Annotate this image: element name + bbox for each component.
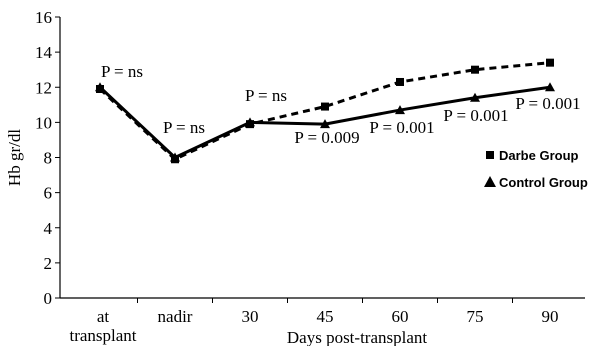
- x-tick-label: 60: [392, 307, 409, 326]
- y-tick-label: 14: [35, 43, 53, 62]
- marker-darbe-group: [396, 77, 404, 86]
- legend-marker-control-group: [484, 176, 496, 187]
- marker-control-group: [545, 82, 555, 92]
- legend-marker-darbe-group: [486, 151, 494, 159]
- p-value-annotation: P = ns: [101, 62, 143, 81]
- x-tick-label: at transplant: [69, 307, 136, 345]
- y-tick-label: 0: [44, 289, 53, 308]
- marker-control-group: [245, 117, 255, 127]
- marker-control-group: [95, 82, 105, 92]
- legend-label-darbe-group: Darbe Group: [499, 148, 579, 163]
- y-tick-label: 2: [44, 254, 53, 273]
- p-value-annotation: P = 0.001: [443, 106, 508, 125]
- marker-control-group: [320, 119, 330, 129]
- y-ticks: 0 2 4 6 8 10 12 14 16: [35, 8, 60, 308]
- x-tick-label-line: 45: [317, 307, 334, 326]
- x-tick-label: 45: [317, 307, 334, 326]
- legend: Darbe Group Control Group: [484, 148, 588, 190]
- y-tick-label: 16: [35, 8, 52, 27]
- x-tick-label-line: transplant: [69, 326, 136, 345]
- marker-control-group: [170, 152, 180, 162]
- y-axis-label: Hb gr/dl: [5, 129, 24, 186]
- p-value-annotations: P = ns P = ns P = ns P = 0.009 P = 0.001 P = …: [101, 62, 581, 147]
- marker-control-group: [395, 105, 405, 115]
- x-tick-label-line: at: [97, 307, 110, 326]
- x-tick-label: 75: [467, 307, 484, 326]
- p-value-annotation: P = 0.001: [515, 94, 580, 113]
- x-tick-label-line: 60: [392, 307, 409, 326]
- y-tick-label: 12: [35, 78, 52, 97]
- y-tick-label: 8: [44, 149, 53, 168]
- x-axis-label: Days post-transplant: [287, 328, 428, 346]
- p-value-annotation: P = ns: [245, 86, 287, 105]
- x-tick-label: 30: [242, 307, 259, 326]
- y-tick-label: 10: [35, 113, 52, 132]
- x-tick-label-line: 30: [242, 307, 259, 326]
- p-value-annotation: P = 0.001: [369, 118, 434, 137]
- x-tick-label-line: 75: [467, 307, 484, 326]
- legend-label-control-group: Control Group: [499, 175, 588, 190]
- marker-darbe-group: [321, 102, 329, 111]
- p-value-annotation: P = ns: [163, 118, 205, 137]
- marker-control-group: [470, 92, 480, 102]
- marker-darbe-group: [471, 65, 479, 74]
- x-tick-label-line: 90: [542, 307, 559, 326]
- series-markers: [95, 58, 555, 164]
- x-tick-label-line: nadir: [158, 307, 193, 326]
- p-value-annotation: P = 0.009: [294, 128, 359, 147]
- x-ticks: at transplant nadir 30 45 60 75 90: [69, 298, 559, 345]
- x-tick-label: nadir: [158, 307, 193, 326]
- y-tick-label: 4: [44, 219, 53, 238]
- y-tick-label: 6: [44, 184, 53, 203]
- marker-darbe-group: [546, 58, 554, 67]
- x-tick-label: 90: [542, 307, 559, 326]
